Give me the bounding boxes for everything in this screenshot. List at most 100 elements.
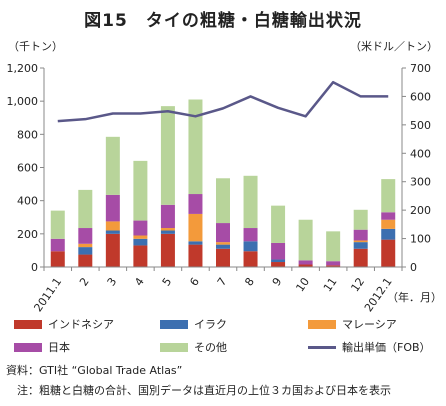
bar-indonesia (105, 233, 120, 267)
bar-iraq (133, 238, 148, 246)
legend-label-malaysia: マレーシア (342, 318, 397, 331)
bar-japan (353, 229, 368, 241)
legend-swatch-other (160, 342, 188, 352)
bar-japan (298, 260, 313, 265)
x-axis-tick-label: 2011.1 (31, 275, 64, 314)
left-axis-unit: （千トン） (8, 40, 63, 53)
bar-other (133, 160, 148, 221)
bar-iraq (160, 230, 175, 234)
legend-swatch-japan (14, 342, 42, 352)
bar-indonesia (271, 262, 286, 267)
bar-japan (188, 194, 203, 214)
bar-iraq (353, 242, 368, 249)
bar-other (105, 136, 120, 195)
left-axis-tick-label: 800 (17, 128, 38, 141)
legend-swatch-export-price (308, 345, 336, 349)
bar-malaysia (105, 221, 120, 231)
x-axis-tick-label: 10 (293, 275, 312, 294)
bar-indonesia (353, 248, 368, 267)
bar-iraq (105, 230, 120, 234)
legend-item-iraq: イラク (160, 316, 227, 332)
bar-malaysia (133, 235, 148, 239)
bar-japan (381, 212, 396, 220)
legend-label-export-price: 輸出単価（FOB） (342, 341, 431, 354)
legend-swatch-iraq (160, 319, 188, 329)
bar-other (271, 205, 286, 243)
left-axis-tick-label: 1,000 (7, 95, 39, 108)
legend-item-japan: 日本 (14, 339, 70, 355)
bar-japan (216, 223, 230, 243)
right-axis-tick-label: 100 (410, 233, 431, 246)
legend-item-malaysia: マレーシア (308, 316, 397, 332)
right-axis-unit: （米ドル／トン） (350, 40, 438, 53)
legend-label-iraq: イラク (194, 318, 227, 331)
bar-indonesia (381, 239, 396, 267)
bar-indonesia (216, 248, 230, 267)
x-axis-tick-label: 8 (242, 275, 257, 288)
chart-title: 図15 タイの粗糖・白糖輸出状況 (84, 11, 362, 31)
left-axis-tick-label: 600 (17, 162, 38, 175)
legend-label-indonesia: インドネシア (48, 318, 114, 331)
legend-item-indonesia: インドネシア (14, 316, 114, 332)
left-axis-tick-label: 200 (17, 228, 38, 241)
bar-japan (50, 238, 65, 252)
bar-iraq (216, 244, 230, 249)
bar-japan (133, 220, 148, 236)
bar-other (50, 210, 65, 239)
left-axis-tick-label: 0 (31, 261, 38, 274)
bar-other (188, 99, 203, 195)
bar-other (381, 179, 396, 213)
legend-label-japan: 日本 (48, 341, 70, 354)
bar-malaysia (188, 213, 203, 242)
x-axis-tick-label: 3 (105, 275, 120, 288)
source-note: 資料：GTI社 “Global Trade Atlas” (6, 364, 183, 377)
x-axis-tick-label: 6 (187, 275, 202, 288)
right-axis-tick-label: 500 (410, 119, 431, 132)
bar-malaysia (160, 228, 175, 231)
bar-japan (105, 194, 120, 222)
legend-label-other: その他 (194, 341, 227, 354)
bar-japan (160, 204, 175, 229)
bar-other (326, 231, 341, 262)
bar-other (298, 219, 313, 261)
bar-other (243, 175, 258, 229)
x-axis-tick-label: 11 (321, 275, 340, 294)
bar-other (216, 178, 230, 224)
bar-indonesia (188, 244, 203, 267)
bar-iraq (78, 247, 93, 255)
x-axis-tick-label: 2 (77, 275, 92, 288)
bar-indonesia (78, 254, 93, 267)
legend-swatch-indonesia (14, 319, 42, 329)
legend-swatch-malaysia (308, 319, 336, 329)
bar-japan (326, 261, 341, 266)
bar-iraq (188, 241, 203, 245)
bar-malaysia (381, 219, 396, 229)
bar-japan (243, 228, 258, 242)
bar-japan (271, 242, 286, 260)
left-axis-tick-label: 400 (17, 195, 38, 208)
legend-item-other: その他 (160, 339, 227, 355)
bar-other (160, 106, 175, 205)
bar-iraq (243, 241, 258, 252)
bar-other (78, 189, 93, 229)
bar-malaysia (78, 243, 93, 248)
legend-item-export-price: 輸出単価（FOB） (308, 339, 431, 355)
bar-malaysia (216, 242, 230, 245)
x-axis-tick-label: 12 (348, 275, 367, 294)
bar-other (353, 209, 368, 230)
bar-indonesia (50, 251, 65, 267)
right-axis-tick-label: 300 (410, 176, 431, 189)
x-axis-tick-label: 4 (132, 275, 147, 288)
right-axis-tick-label: 200 (410, 204, 431, 217)
right-axis-tick-label: 400 (410, 147, 431, 160)
bar-indonesia (160, 233, 175, 267)
right-axis-tick-label: 600 (410, 90, 431, 103)
x-axis-tick-label: 9 (270, 275, 285, 288)
bar-malaysia (353, 240, 368, 243)
bar-indonesia (326, 265, 341, 267)
bar-japan (78, 228, 93, 244)
x-axis-tick-label: 5 (160, 275, 175, 288)
bar-indonesia (133, 245, 148, 267)
bar-iraq (271, 259, 286, 263)
